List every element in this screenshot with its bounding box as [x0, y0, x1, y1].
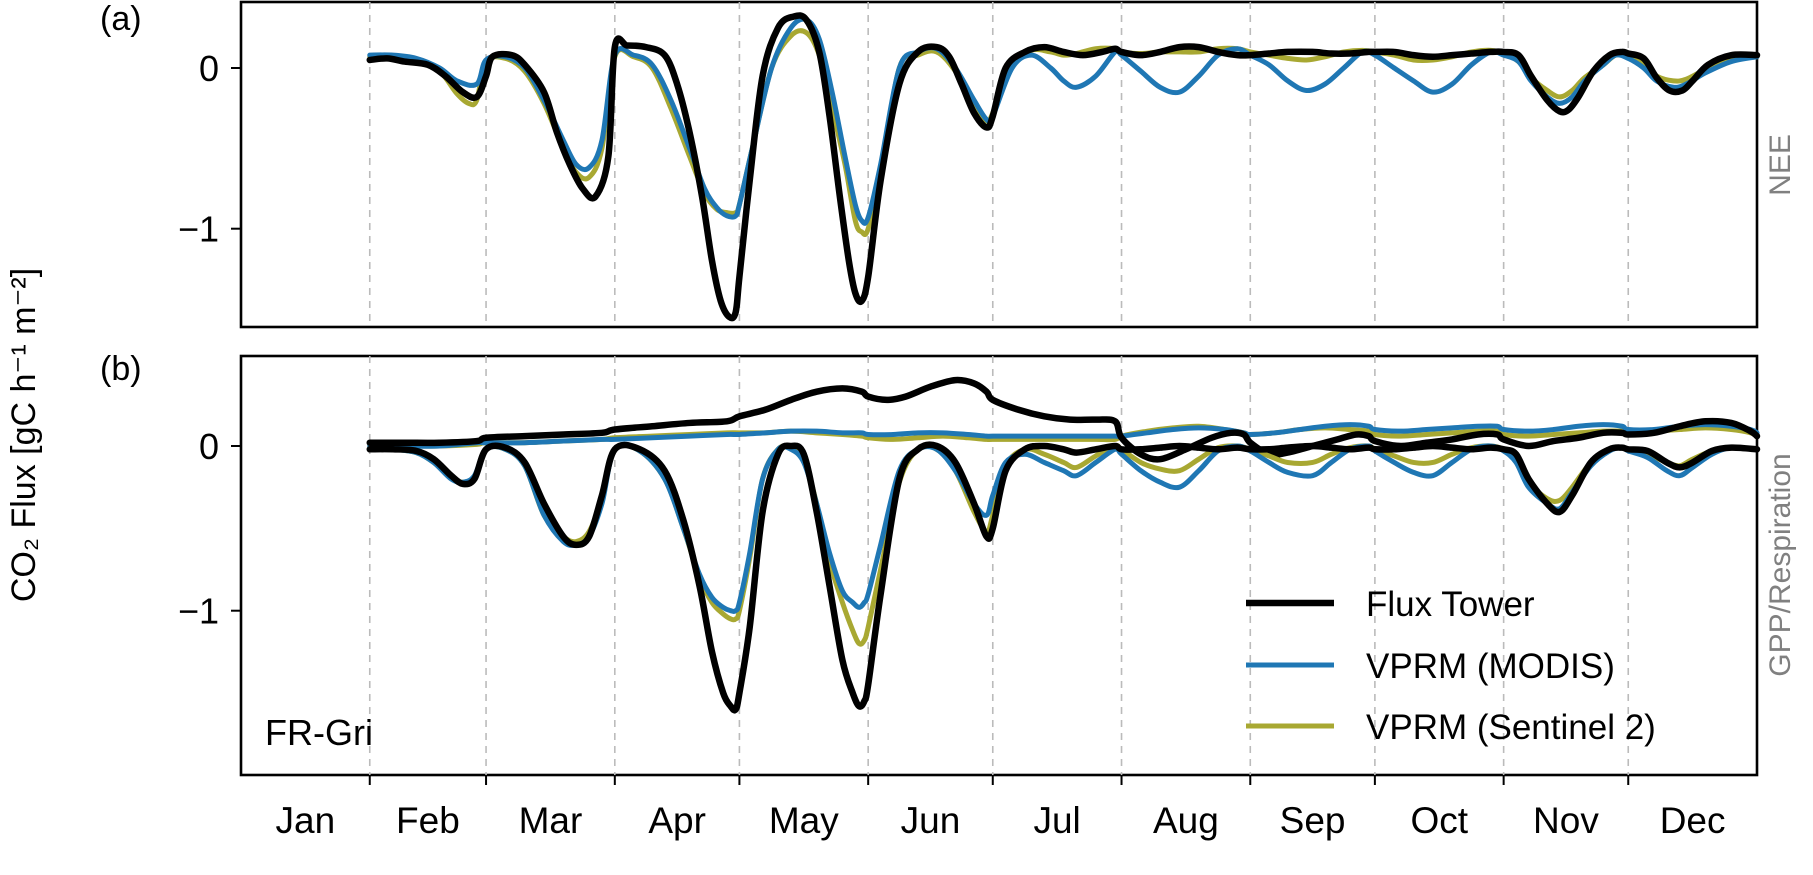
- svg-text:Apr: Apr: [648, 800, 706, 841]
- svg-text:−1: −1: [178, 209, 219, 250]
- svg-text:Oct: Oct: [1410, 800, 1468, 841]
- svg-text:0: 0: [199, 426, 219, 467]
- svg-text:VPRM (MODIS): VPRM (MODIS): [1366, 647, 1615, 686]
- svg-text:CO₂ Flux [gC h⁻¹ m⁻²]: CO₂ Flux [gC h⁻¹ m⁻²]: [5, 268, 43, 602]
- svg-text:0: 0: [199, 48, 219, 89]
- svg-text:Nov: Nov: [1533, 800, 1599, 841]
- svg-text:NEE: NEE: [1764, 134, 1797, 196]
- svg-text:FR-Gri: FR-Gri: [265, 712, 373, 753]
- svg-text:VPRM (Sentinel 2): VPRM (Sentinel 2): [1366, 708, 1656, 747]
- svg-text:May: May: [769, 800, 839, 841]
- svg-text:Aug: Aug: [1153, 800, 1219, 841]
- svg-text:Jun: Jun: [901, 800, 961, 841]
- svg-text:Feb: Feb: [396, 800, 460, 841]
- svg-text:Sep: Sep: [1280, 800, 1346, 841]
- svg-text:GPP/Respiration: GPP/Respiration: [1764, 453, 1797, 676]
- svg-text:Flux Tower: Flux Tower: [1366, 585, 1535, 624]
- svg-text:Jul: Jul: [1033, 800, 1080, 841]
- svg-text:−1: −1: [178, 591, 219, 632]
- svg-text:Dec: Dec: [1660, 800, 1726, 841]
- svg-text:(a): (a): [100, 0, 142, 38]
- svg-text:Mar: Mar: [519, 800, 583, 841]
- svg-text:(b): (b): [100, 350, 142, 388]
- svg-text:Jan: Jan: [276, 800, 336, 841]
